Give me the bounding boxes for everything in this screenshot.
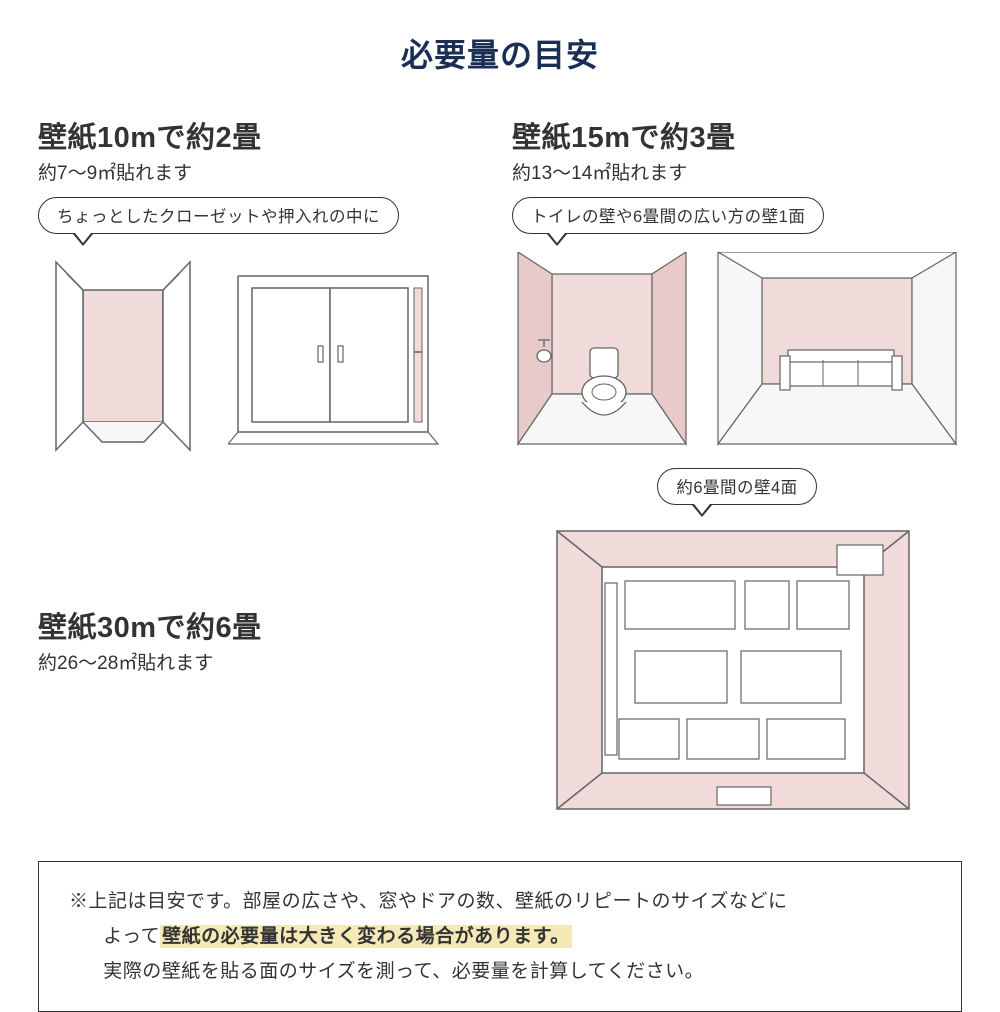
illus-room-4walls — [547, 523, 927, 823]
illus-toilet — [512, 252, 692, 452]
note-line1: ※上記は目安です。部屋の広さや、窓やドアの数、壁紙のリピートのサイズなどに — [69, 891, 787, 912]
note-line2-pre: よって — [103, 926, 160, 947]
sections-grid: 壁紙10mで約2畳 約7～9㎡貼れます ちょっとしたクローゼットや押入れの中に — [38, 114, 962, 1012]
illus-oshiire — [228, 252, 448, 452]
note-highlight: 壁紙の必要量は大きく変わる場合があります。 — [160, 925, 572, 948]
section-2jo: 壁紙10mで約2畳 約7～9㎡貼れます ちょっとしたクローゼットや押入れの中に — [38, 114, 472, 452]
section-6jo-illus: 約6畳間の壁4面 — [512, 468, 962, 823]
bubble-toilet: トイレの壁や6畳間の広い方の壁1面 — [512, 197, 824, 234]
section-6jo: 壁紙30mで約6畳 約26～28㎡貼れます — [38, 604, 472, 687]
illus-closet-open — [38, 252, 208, 452]
bubble-closet: ちょっとしたクローゼットや押入れの中に — [38, 197, 399, 234]
sec-title: 壁紙10mで約2畳 — [38, 114, 472, 156]
sec-sub: 約13～14㎡貼れます — [512, 158, 962, 185]
bubble-6jo: 約6畳間の壁4面 — [657, 468, 816, 505]
sec-title: 壁紙15mで約3畳 — [512, 114, 962, 156]
illus-room-1wall — [712, 252, 962, 452]
sec-sub: 約26～28㎡貼れます — [38, 648, 472, 675]
sec-sub: 約7～9㎡貼れます — [38, 158, 472, 185]
section-3jo: 壁紙15mで約3畳 約13～14㎡貼れます トイレの壁や6畳間の広い方の壁1面 — [512, 114, 962, 452]
note-box: ※上記は目安です。部屋の広さや、窓やドアの数、壁紙のリピートのサイズなどに よっ… — [38, 861, 962, 1012]
sec-title: 壁紙30mで約6畳 — [38, 604, 472, 646]
note-line3: 実際の壁紙を貼る面のサイズを測って、必要量を計算してください。 — [69, 954, 931, 989]
page-title: 必要量の目安 — [38, 30, 962, 76]
